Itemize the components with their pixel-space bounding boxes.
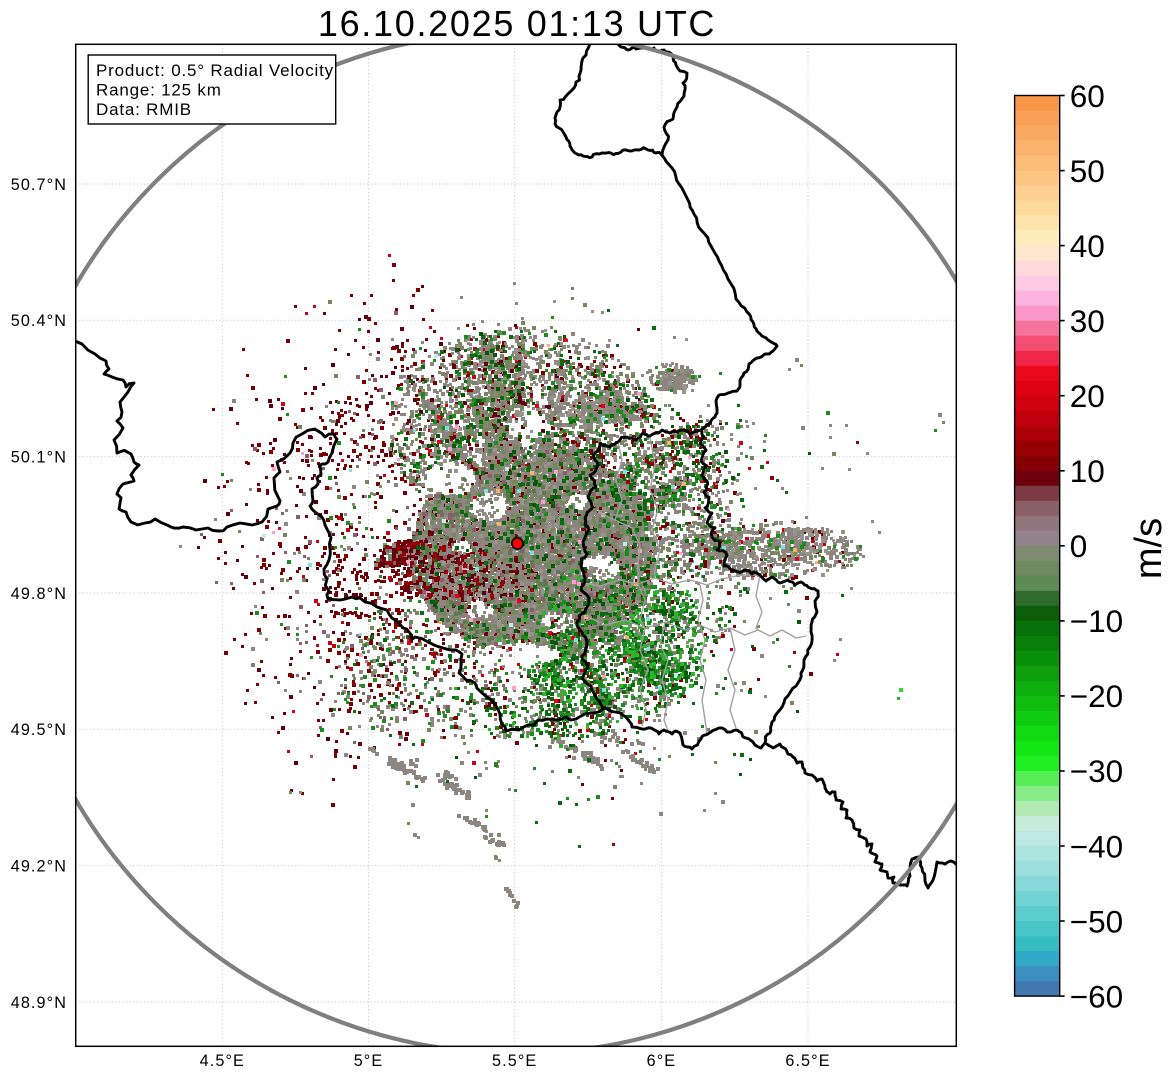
svg-text:10: 10 <box>1070 453 1105 489</box>
svg-text:4.5°E: 4.5°E <box>200 1052 245 1070</box>
svg-text:6°E: 6°E <box>647 1052 677 1070</box>
svg-text:60: 60 <box>1070 78 1105 114</box>
svg-text:Product: 0.5° Radial Velocity: Product: 0.5° Radial Velocity <box>96 61 334 80</box>
svg-text:Data: RMIB: Data: RMIB <box>96 100 192 119</box>
svg-text:30: 30 <box>1070 303 1105 339</box>
svg-text:48.9°N: 48.9°N <box>11 994 67 1012</box>
svg-text:−50: −50 <box>1070 903 1123 939</box>
svg-text:5.5°E: 5.5°E <box>492 1052 537 1070</box>
svg-text:50.1°N: 50.1°N <box>11 449 67 467</box>
svg-text:m/s: m/s <box>1128 518 1170 579</box>
svg-text:49.5°N: 49.5°N <box>11 721 67 739</box>
svg-text:Range: 125 km: Range: 125 km <box>96 81 222 100</box>
svg-text:6.5°E: 6.5°E <box>785 1052 830 1070</box>
svg-text:−30: −30 <box>1070 753 1123 789</box>
svg-text:−40: −40 <box>1070 828 1123 864</box>
svg-text:−60: −60 <box>1070 978 1123 1014</box>
svg-text:0: 0 <box>1070 528 1088 564</box>
svg-text:40: 40 <box>1070 228 1105 264</box>
svg-text:50.7°N: 50.7°N <box>11 176 67 194</box>
svg-text:49.2°N: 49.2°N <box>11 858 67 876</box>
svg-text:50: 50 <box>1070 153 1105 189</box>
svg-text:50.4°N: 50.4°N <box>11 312 67 330</box>
svg-text:20: 20 <box>1070 378 1105 414</box>
svg-text:5°E: 5°E <box>354 1052 384 1070</box>
svg-text:−20: −20 <box>1070 678 1123 714</box>
svg-text:49.8°N: 49.8°N <box>11 585 67 603</box>
svg-text:16.10.2025 01:13 UTC: 16.10.2025 01:13 UTC <box>318 3 716 44</box>
svg-text:−10: −10 <box>1070 603 1123 639</box>
